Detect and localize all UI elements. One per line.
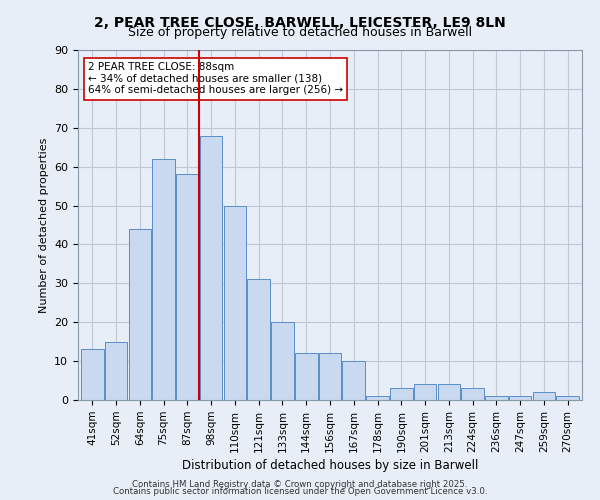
Bar	[224, 206, 246, 400]
Bar	[437, 384, 460, 400]
Text: Size of property relative to detached houses in Barwell: Size of property relative to detached ho…	[128, 26, 472, 39]
Bar	[461, 388, 484, 400]
Text: Contains HM Land Registry data © Crown copyright and database right 2025.: Contains HM Land Registry data © Crown c…	[132, 480, 468, 489]
Text: 2, PEAR TREE CLOSE, BARWELL, LEICESTER, LE9 8LN: 2, PEAR TREE CLOSE, BARWELL, LEICESTER, …	[94, 16, 506, 30]
Bar	[319, 354, 341, 400]
Y-axis label: Number of detached properties: Number of detached properties	[38, 138, 49, 312]
Bar	[152, 159, 175, 400]
Bar	[509, 396, 532, 400]
Bar	[390, 388, 413, 400]
Bar	[485, 396, 508, 400]
X-axis label: Distribution of detached houses by size in Barwell: Distribution of detached houses by size …	[182, 459, 478, 472]
Bar	[128, 229, 151, 400]
Text: 2 PEAR TREE CLOSE: 88sqm
← 34% of detached houses are smaller (138)
64% of semi-: 2 PEAR TREE CLOSE: 88sqm ← 34% of detach…	[88, 62, 343, 96]
Text: Contains public sector information licensed under the Open Government Licence v3: Contains public sector information licen…	[113, 488, 487, 496]
Bar	[295, 354, 317, 400]
Bar	[200, 136, 223, 400]
Bar	[556, 396, 579, 400]
Bar	[81, 350, 104, 400]
Bar	[105, 342, 127, 400]
Bar	[176, 174, 199, 400]
Bar	[247, 280, 270, 400]
Bar	[366, 396, 389, 400]
Bar	[343, 361, 365, 400]
Bar	[414, 384, 436, 400]
Bar	[271, 322, 294, 400]
Bar	[533, 392, 555, 400]
